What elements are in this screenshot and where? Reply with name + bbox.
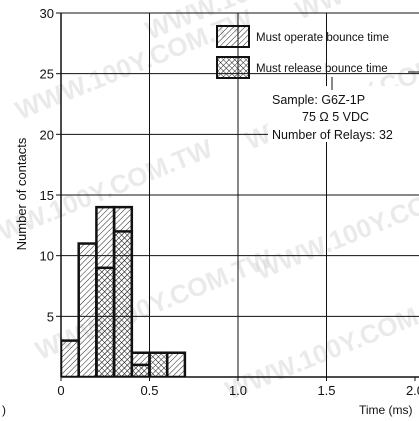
- annotation-relay-count: Number of Relays: 32: [272, 128, 393, 142]
- sample-annotation: Sample: G6Z-1P 75 Ω 5 VDC Number of Rela…: [268, 77, 419, 142]
- y-tick-label: 10: [40, 249, 54, 264]
- legend-swatch-release: [216, 56, 250, 79]
- y-tick-label: 15: [40, 188, 54, 203]
- x-tick-label: 2.0: [406, 383, 419, 398]
- watermark-text: WWW.100Y.COM.TW: [251, 163, 419, 286]
- bar-release: [148, 351, 169, 377]
- bar-release: [112, 230, 134, 377]
- legend-swatch-operate: [216, 25, 250, 48]
- plot-frame: [56, 12, 419, 381]
- annotation-sample: Sample: G6Z-1P: [272, 93, 365, 107]
- bar-operate: [77, 242, 98, 377]
- y-axis-label: Number of contacts: [14, 137, 29, 250]
- x-tick-labels: 0 0.5 1.0 1.5 2.0: [57, 383, 419, 398]
- x-tick-label: 0.5: [140, 383, 158, 398]
- edge-fragment: ): [2, 403, 6, 417]
- y-tick-label: 30: [40, 6, 54, 21]
- y-tick-labels: 5 10 15 20 25 30: [40, 6, 54, 324]
- bar-release: [130, 363, 151, 377]
- legend-label-operate: Must operate bounce time: [256, 32, 389, 44]
- x-tick-label: 1.5: [317, 383, 335, 398]
- y-tick-label: 20: [40, 127, 54, 142]
- y-tick-label: 25: [40, 67, 54, 82]
- x-tick-label: 0: [57, 383, 64, 398]
- x-axis-label: Time (ms): [359, 403, 413, 417]
- legend: Must operate bounce time Must release bo…: [216, 25, 419, 79]
- x-tick-label: 1.0: [229, 383, 247, 398]
- annotation-rating: 75 Ω 5 VDC: [302, 110, 369, 124]
- legend-label-release: Must release bounce time: [256, 63, 388, 75]
- y-tick-label: 5: [47, 309, 54, 324]
- bar-release: [95, 266, 116, 377]
- bar-operate: [165, 351, 187, 377]
- bar-operate: [61, 339, 80, 377]
